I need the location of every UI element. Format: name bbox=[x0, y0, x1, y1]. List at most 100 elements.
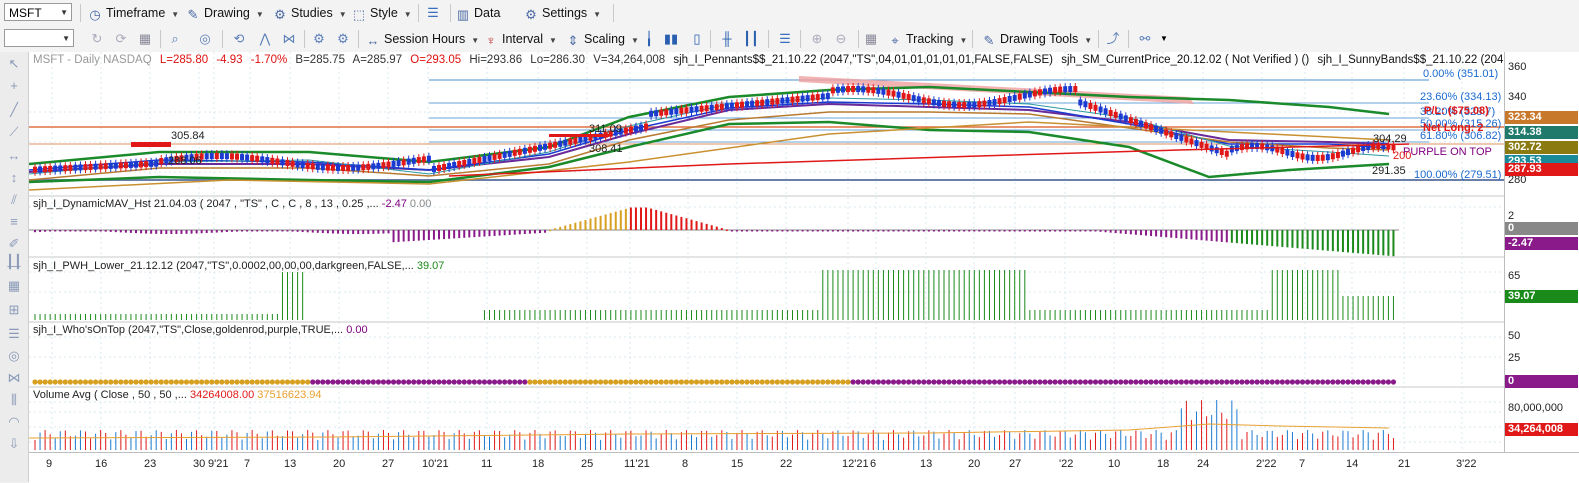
whos-on-top-dot bbox=[325, 379, 331, 385]
whos-on-top-dot bbox=[1138, 379, 1144, 385]
histogram-bar bbox=[725, 229, 728, 231]
indicator-sunnybands[interactable]: sjh_I_SunnyBands$$_21.10.22 (2047,"TS",C… bbox=[1317, 54, 1560, 66]
studies-button[interactable]: ⚙ Studies ▼ bbox=[274, 6, 347, 22]
settings-icon[interactable]: ⚙ bbox=[313, 31, 325, 46]
trend-line[interactable] bbox=[448, 143, 1410, 177]
pane-title-pwh-lower[interactable]: sjh_I_PWH_Lower_21.12.12 (2047,"TS",0.00… bbox=[33, 260, 445, 272]
interval-button[interactable]: ♆ Interval ▼ bbox=[484, 29, 557, 49]
histogram-bar bbox=[508, 230, 511, 235]
indicator-pennants[interactable]: sjh_I_Pennants$$_21.10.22 (2047,"TS",04,… bbox=[673, 54, 1053, 66]
vertical-tool-icon[interactable]: ↕ bbox=[10, 170, 18, 185]
histogram-bar bbox=[1296, 230, 1299, 249]
trend-icon[interactable]: ⋀ bbox=[259, 31, 271, 46]
ohlc-icon[interactable]: ╫ bbox=[722, 31, 732, 46]
candle bbox=[204, 153, 209, 160]
whos-on-top-dot bbox=[1315, 379, 1321, 385]
fib-tool-icon[interactable]: ≡ bbox=[10, 214, 18, 229]
candle bbox=[1032, 90, 1037, 97]
candle bbox=[502, 151, 507, 158]
whos-on-top-dot bbox=[709, 379, 715, 385]
layout-icon[interactable]: ☰ bbox=[779, 31, 791, 46]
whos-on-top-dot bbox=[673, 379, 679, 385]
chevron-down-icon[interactable]: ▼ bbox=[60, 8, 68, 17]
histogram-bar bbox=[811, 230, 814, 232]
arrow-down-icon[interactable]: ⇩ bbox=[8, 436, 20, 451]
reload-icon[interactable]: ⟳ bbox=[115, 31, 127, 46]
whos-on-top-dot bbox=[951, 379, 957, 385]
gann-tool-icon[interactable]: ⋈ bbox=[7, 370, 21, 385]
network-icon[interactable]: ⚯ bbox=[1139, 31, 1151, 46]
cycle-tool-icon[interactable]: ◎ bbox=[8, 348, 20, 363]
candle bbox=[265, 157, 270, 164]
chevron-down-icon[interactable]: ▼ bbox=[62, 34, 70, 43]
histogram-bar bbox=[321, 230, 324, 234]
histogram-bar bbox=[180, 230, 183, 234]
gear-box-icon[interactable]: ⚙ bbox=[337, 31, 349, 46]
drawing-button[interactable]: ✎ Drawing ▼ bbox=[187, 6, 264, 22]
bars-icon[interactable]: ┃┃ bbox=[6, 254, 22, 269]
settings-button[interactable]: ⚙ Settings ▼ bbox=[525, 6, 602, 22]
timeframe-button[interactable]: ◷ Timeframe ▼ bbox=[89, 6, 180, 22]
fib-label: 61.80% (306.82) bbox=[1420, 130, 1502, 142]
chart-title: MSFT - Daily NASDAQ bbox=[33, 54, 152, 66]
candle bbox=[543, 143, 548, 150]
target-icon[interactable]: ◎ bbox=[199, 31, 211, 46]
grid-select-icon[interactable]: ▦ bbox=[864, 31, 878, 46]
cursor-icon[interactable]: ↖ bbox=[8, 56, 20, 71]
arc-tool-icon[interactable]: ◠ bbox=[8, 414, 20, 429]
line-tool-icon[interactable]: ╱ bbox=[10, 102, 18, 117]
ray-tool-icon[interactable]: ⟋ bbox=[9, 124, 19, 139]
candle bbox=[53, 165, 58, 172]
time-axis[interactable] bbox=[29, 452, 1579, 483]
histogram-bar bbox=[200, 230, 203, 234]
scaling-button[interactable]: ⇕ Scaling ▼ bbox=[567, 32, 639, 48]
histogram-bar bbox=[902, 230, 905, 232]
histogram-bar bbox=[634, 207, 637, 230]
layout-icon[interactable]: ☰ bbox=[427, 5, 439, 20]
grid-tool-icon[interactable]: ▦ bbox=[7, 278, 21, 293]
candle bbox=[1255, 143, 1260, 150]
histogram-bar bbox=[847, 230, 850, 232]
candle bbox=[987, 99, 992, 106]
candles-icon[interactable]: ┃┃ bbox=[743, 31, 759, 46]
symbol-input[interactable]: MSFT ▼ bbox=[4, 3, 72, 21]
pane-title-dynamic-mav[interactable]: sjh_I_DynamicMAV_Hst 21.04.03 ( 2047 , "… bbox=[33, 198, 432, 210]
style-button[interactable]: ⬚ Style ▼ bbox=[352, 6, 412, 22]
chevron-down-icon[interactable]: ▼ bbox=[1160, 34, 1168, 43]
interval-dropdown[interactable]: ▼ bbox=[4, 29, 74, 47]
candle bbox=[1295, 152, 1300, 159]
histogram-bar bbox=[256, 230, 259, 232]
whos-on-top-dot bbox=[163, 379, 169, 385]
drawing-tools-button[interactable]: ✎ Drawing Tools ▼ bbox=[983, 32, 1093, 48]
histogram-bar bbox=[730, 230, 733, 232]
candle bbox=[931, 99, 936, 106]
candle-chart-icon[interactable]: ▮▮ bbox=[663, 31, 679, 46]
tracking-button[interactable]: ⌖ Tracking ▼ bbox=[888, 29, 967, 49]
indicator-current-price[interactable]: sjh_SM_CurrentPrice_20.12.02 ( Not Verif… bbox=[1061, 54, 1310, 66]
refresh-icon[interactable]: ↻ bbox=[91, 31, 103, 46]
bar-chart-icon[interactable]: ╽ bbox=[645, 31, 653, 46]
table-tool-icon[interactable]: ⊞ bbox=[8, 302, 20, 317]
pane-title-whos-on-top[interactable]: sjh_I_Who'sOnTop (2047,"TS",Close,golden… bbox=[33, 324, 368, 336]
zoom-icon[interactable]: ⌕ bbox=[171, 31, 179, 46]
brush-tool-icon[interactable]: ✐ bbox=[8, 236, 20, 251]
zoom-in-icon[interactable]: ⊕ bbox=[811, 31, 823, 46]
parallel-tool-icon[interactable]: ⫼ bbox=[11, 392, 17, 407]
lines-tool-icon[interactable]: ☰ bbox=[8, 326, 20, 341]
pan-icon[interactable]: ⟲ bbox=[233, 31, 245, 46]
zoom-out-icon[interactable]: ⊖ bbox=[835, 31, 847, 46]
hollow-candle-icon[interactable]: ▯ bbox=[693, 31, 701, 46]
session-hours-button[interactable]: ↔ Session Hours ▼ bbox=[366, 32, 480, 48]
candle bbox=[674, 108, 679, 115]
pattern-icon[interactable]: ⋈ bbox=[282, 31, 296, 46]
pane-title-volume-avg[interactable]: Volume Avg ( Close , 50 , 50 ,... 342640… bbox=[33, 389, 322, 401]
crosshair-icon[interactable]: + bbox=[10, 78, 18, 93]
histogram-bar bbox=[215, 230, 218, 233]
chart-area[interactable] bbox=[28, 52, 1504, 452]
horizontal-tool-icon[interactable]: ↔ bbox=[7, 148, 21, 163]
line-chart-icon[interactable]: ⤴ bbox=[1106, 31, 1120, 46]
data-button[interactable]: ▥ Data bbox=[456, 6, 501, 22]
channel-tool-icon[interactable]: ⫽ bbox=[11, 192, 17, 207]
grid-icon[interactable]: ▦ bbox=[138, 31, 152, 46]
whos-on-top-dot bbox=[1062, 379, 1068, 385]
